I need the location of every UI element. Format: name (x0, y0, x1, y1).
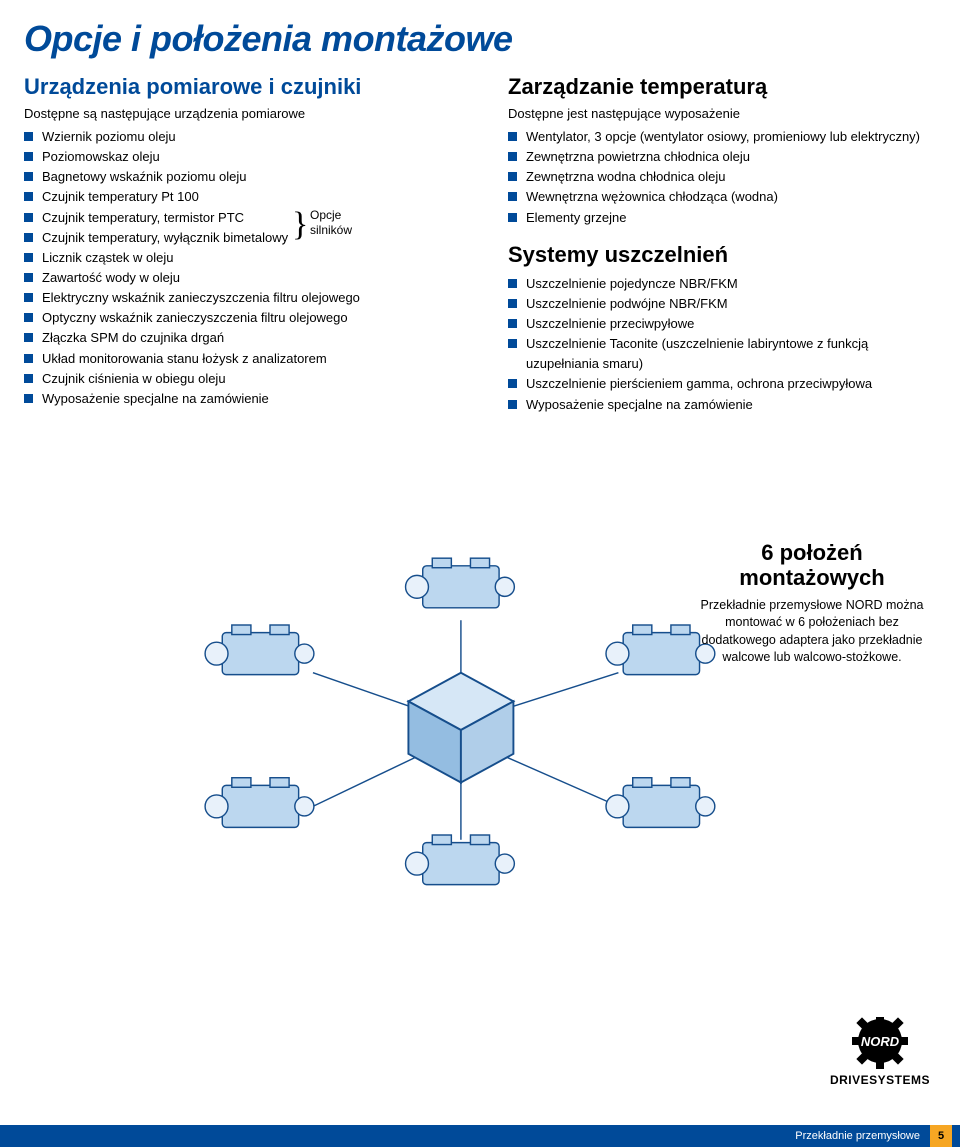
brace-icon: } (292, 206, 308, 244)
right-column: Zarządzanie temperaturą Dostępne jest na… (508, 74, 936, 415)
nord-logo: NORD DRIVESYSTEMS (830, 1017, 930, 1087)
list-item: Zewnętrzna wodna chłodnica oleju (508, 167, 936, 187)
left-list-before: Wziernik poziomu oleju Poziomowskaz olej… (24, 127, 484, 208)
list-item: Uszczelnienie przeciwpyłowe (508, 314, 936, 334)
list-item: Wewnętrzna wężownica chłodząca (wodna) (508, 187, 936, 207)
list-item: Wyposażenie specjalne na zamówienie (24, 389, 484, 409)
gearbox-icon (205, 625, 314, 675)
list-item: Elementy grzejne (508, 208, 936, 228)
right-intro-1: Dostępne jest następujące wyposażenie (508, 106, 936, 121)
footer-page-number: 5 (930, 1125, 952, 1147)
list-item: Złączka SPM do czujnika drgań (24, 328, 484, 348)
left-heading: Urządzenia pomiarowe i czujniki (24, 74, 484, 100)
list-item: Wentylator, 3 opcje (wentylator osiowy, … (508, 127, 936, 147)
list-item: Zawartość wody w oleju (24, 268, 484, 288)
footer-bar: Przekładnie przemysłowe 5 (0, 1125, 960, 1147)
center-cube (408, 673, 513, 783)
mounting-text-block: 6 położeń montażowych Przekładnie przemy… (692, 540, 932, 667)
list-item: Czujnik temperatury Pt 100 (24, 187, 484, 207)
left-intro: Dostępne są następujące urządzenia pomia… (24, 106, 484, 121)
list-item: Wyposażenie specjalne na zamówienie (508, 395, 936, 415)
list-item: Optyczny wskaźnik zanieczyszczenia filtr… (24, 308, 484, 328)
footer-label: Przekładnie przemysłowe (795, 1130, 920, 1142)
list-item: Uszczelnienie podwójne NBR/FKM (508, 294, 936, 314)
brace-group: Czujnik temperatury, termistor PTC Czujn… (24, 208, 484, 248)
brace-label-line: silników (310, 223, 352, 237)
brace-label: Opcje silników (310, 208, 352, 239)
mounting-body: Przekładnie przemysłowe NORD można monto… (692, 597, 932, 667)
left-list-after: Licznik cząstek w oleju Zawartość wody w… (24, 248, 484, 409)
list-item: Bagnetowy wskaźnik poziomu oleju (24, 167, 484, 187)
gearbox-icon (406, 558, 515, 608)
list-item: Czujnik ciśnienia w obiegu oleju (24, 369, 484, 389)
list-item: Wziernik poziomu oleju (24, 127, 484, 147)
brace-label-line: Opcje (310, 208, 341, 222)
gearbox-icon (606, 778, 715, 828)
list-item: Czujnik temperatury, termistor PTC (24, 208, 484, 228)
page-title: Opcje i położenia montażowe (0, 0, 960, 74)
gearbox-icon (205, 778, 314, 828)
logo-subtitle: DRIVESYSTEMS (830, 1073, 930, 1087)
gear-logo-icon: NORD (835, 1017, 925, 1071)
list-item: Uszczelnienie pierścieniem gamma, ochron… (508, 374, 936, 394)
right-heading-1: Zarządzanie temperaturą (508, 74, 936, 100)
gearbox-icon (406, 835, 515, 885)
list-item: Poziomowskaz oleju (24, 147, 484, 167)
list-item: Uszczelnienie Taconite (uszczelnienie la… (508, 334, 936, 374)
mounting-heading: 6 położeń montażowych (692, 540, 932, 591)
list-item: Licznik cząstek w oleju (24, 248, 484, 268)
right-list-1: Wentylator, 3 opcje (wentylator osiowy, … (508, 127, 936, 228)
heading-line: 6 położeń (761, 540, 862, 565)
list-item: Zewnętrzna powietrzna chłodnica oleju (508, 147, 936, 167)
right-heading-2: Systemy uszczelnień (508, 242, 936, 268)
left-list-brace: Czujnik temperatury, termistor PTC Czujn… (24, 208, 484, 248)
heading-line: montażowych (739, 565, 884, 590)
left-column: Urządzenia pomiarowe i czujniki Dostępne… (24, 74, 484, 415)
content-columns: Urządzenia pomiarowe i czujniki Dostępne… (0, 74, 960, 415)
list-item: Układ monitorowania stanu łożysk z anali… (24, 349, 484, 369)
logo-text: NORD (861, 1034, 900, 1049)
list-item: Elektryczny wskaźnik zanieczyszczenia fi… (24, 288, 484, 308)
right-list-2: Uszczelnienie pojedyncze NBR/FKM Uszczel… (508, 274, 936, 415)
list-item: Uszczelnienie pojedyncze NBR/FKM (508, 274, 936, 294)
list-item: Czujnik temperatury, wyłącznik bimetalow… (24, 228, 484, 248)
